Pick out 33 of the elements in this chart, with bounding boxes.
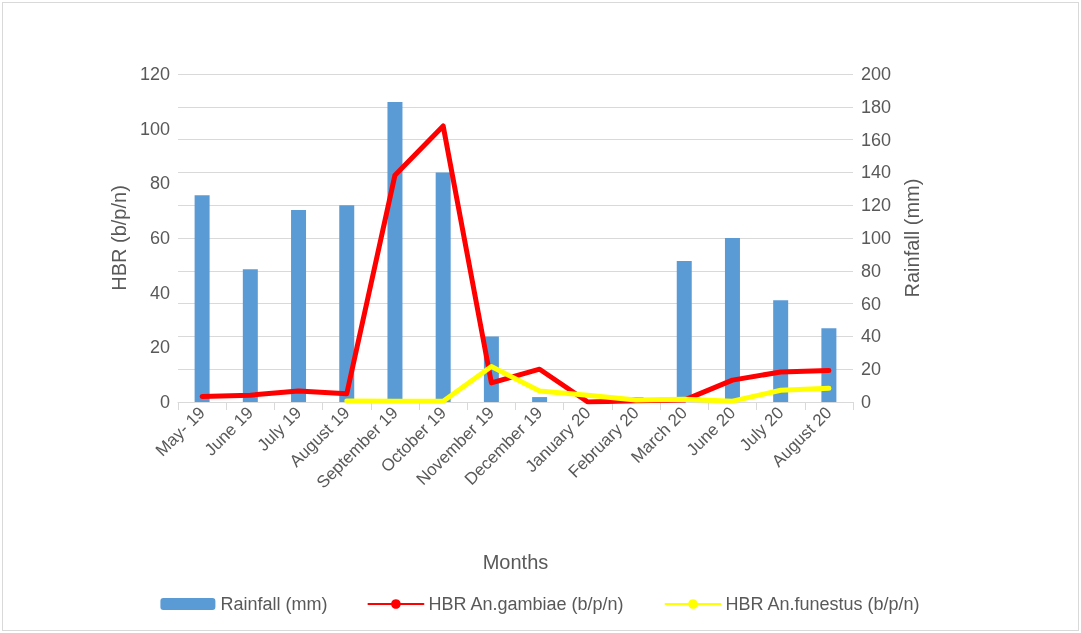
bar <box>532 397 548 402</box>
x-axis-title: Months <box>482 551 549 573</box>
y-axis-title: HBR (b/p/n) <box>108 185 131 291</box>
bar <box>724 238 740 402</box>
bar <box>194 195 210 402</box>
legend-label: Rainfall (mm) <box>220 594 328 614</box>
y2-tick-label: 60 <box>861 293 882 314</box>
bar <box>291 210 307 402</box>
bar <box>435 172 451 402</box>
y2-tick-label: 100 <box>861 228 892 248</box>
y-tick-label: 120 <box>139 64 170 84</box>
y-tick-label: 60 <box>149 228 170 248</box>
y2-tick-label: 120 <box>861 195 892 216</box>
y2-axis-title: Rainfall (mm) <box>900 178 923 298</box>
y2-tick-label: 200 <box>861 64 892 84</box>
bar <box>387 101 403 402</box>
y-tick-label: 40 <box>149 282 170 303</box>
bar <box>242 269 258 402</box>
y-tick-label: 100 <box>139 118 170 139</box>
y-tick-label: 0 <box>159 392 170 412</box>
y2-tick-label: 0 <box>861 392 872 412</box>
y-tick-label: 80 <box>149 173 170 194</box>
y2-tick-label: 40 <box>861 326 882 347</box>
y-tick-label: 20 <box>149 337 170 358</box>
legend-label: HBR An.gambiae (b/p/n) <box>428 594 624 614</box>
legend-label: HBR An.funestus (b/p/n) <box>725 594 920 614</box>
y2-tick-label: 20 <box>861 359 882 380</box>
bar <box>821 328 837 402</box>
y2-tick-label: 160 <box>861 129 892 150</box>
bar <box>339 205 355 402</box>
y2-tick-label: 80 <box>861 260 882 281</box>
y2-tick-label: 140 <box>861 162 892 183</box>
y2-tick-label: 180 <box>861 96 892 117</box>
